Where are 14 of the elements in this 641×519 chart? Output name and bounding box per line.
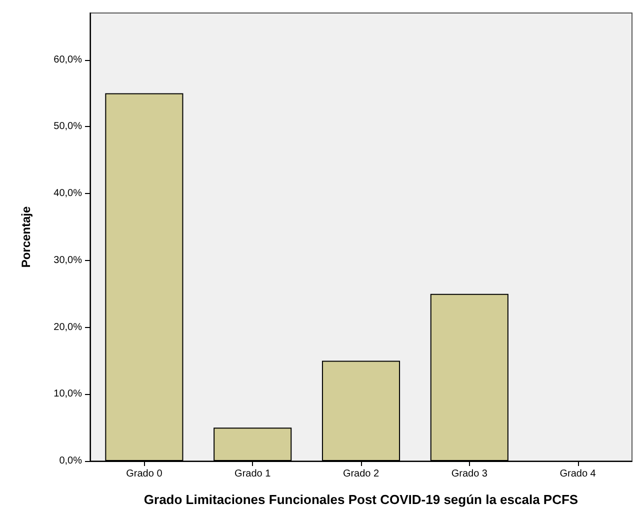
y-tick-label: 20,0% [54, 322, 82, 333]
y-tick-label: 30,0% [54, 254, 82, 266]
y-tick-label: 10,0% [54, 388, 82, 400]
y-axis-title: Porcentaje [19, 206, 33, 268]
y-tick-label: 40,0% [54, 188, 82, 200]
x-axis-title: Grado Limitaciones Funcionales Post COVID-19 según la escala PCFS [144, 492, 578, 507]
x-tick-label: Grado 0 [126, 468, 163, 480]
x-tick-label: Grado 4 [560, 468, 596, 480]
x-tick-label: Grado 1 [234, 468, 272, 480]
x-tick-label: Grado 2 [342, 468, 380, 480]
x-tick-label: Grado 3 [451, 468, 488, 480]
y-tick-label: 60,0% [54, 54, 82, 66]
y-tick-label: 50,0% [54, 121, 82, 132]
y-tick-label: 0,0% [59, 456, 82, 466]
